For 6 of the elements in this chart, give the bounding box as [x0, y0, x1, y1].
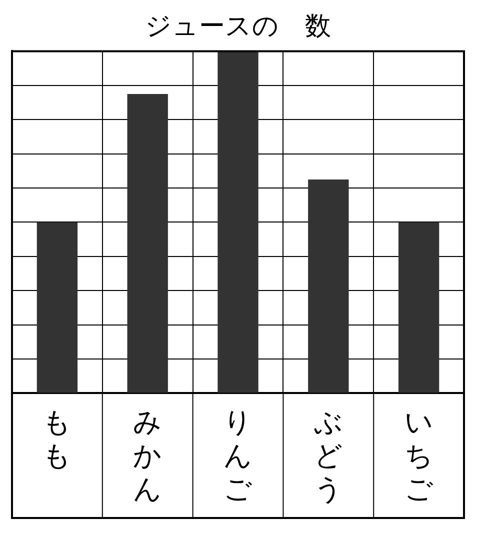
x-tick-label: ぶどう: [314, 405, 343, 506]
chart-title: ジュースの 数: [145, 11, 331, 42]
x-tick-label: もも: [42, 405, 72, 472]
x-tick-label: りんご: [224, 405, 252, 506]
x-tick-label: いちご: [404, 405, 434, 506]
x-tick-label: みかん: [133, 405, 162, 506]
